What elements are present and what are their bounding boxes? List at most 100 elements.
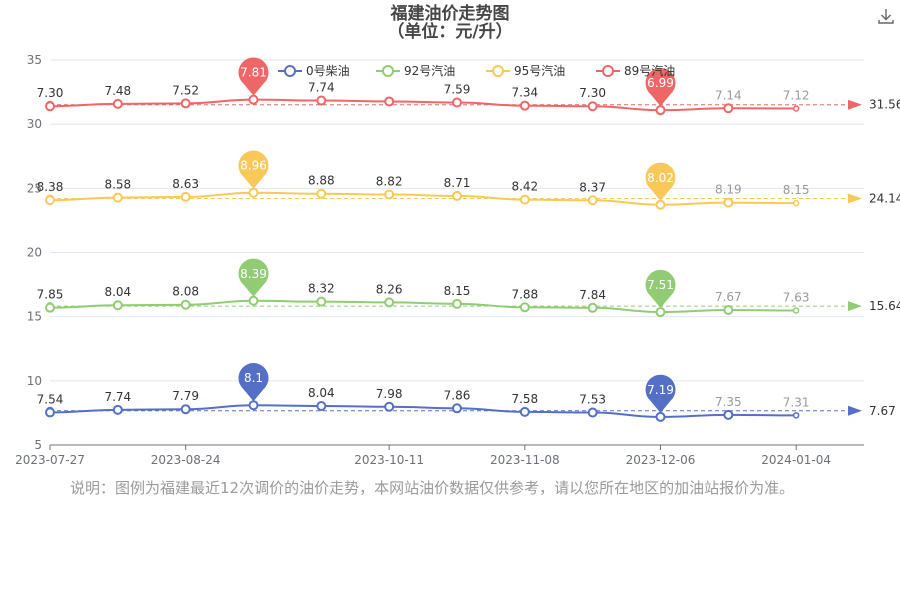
data-label: 7.31: [783, 395, 810, 409]
data-point[interactable]: [452, 97, 462, 108]
data-point[interactable]: [45, 101, 55, 112]
data-point[interactable]: [792, 199, 800, 207]
data-point[interactable]: [180, 191, 191, 202]
series-0: 7.67 7.54 7.74 7.79 8.04 7.98 7.86 7.58 7.53 7.35…: [37, 363, 896, 422]
legend-label: 92号汽油: [404, 63, 455, 78]
data-label: 8.19: [715, 183, 742, 197]
min-pin[interactable]: [645, 162, 676, 201]
data-point[interactable]: [519, 302, 530, 313]
data-label: 7.12: [783, 89, 810, 103]
data-point[interactable]: [248, 295, 259, 306]
x-tick-label: 2023-07-27: [15, 453, 85, 467]
data-point[interactable]: [316, 296, 327, 307]
series-line: [49, 98, 797, 112]
data-point[interactable]: [452, 190, 462, 201]
data-point[interactable]: [180, 404, 191, 415]
x-axis: 2023-07-27 2023-08-24 2023-10-11 2023-11-08…: [15, 444, 864, 467]
download-icon[interactable]: [876, 6, 896, 26]
data-point[interactable]: [316, 188, 327, 199]
data-point[interactable]: [112, 300, 123, 311]
data-label: 7.54: [37, 392, 64, 406]
data-point[interactable]: [180, 98, 191, 109]
data-point[interactable]: [723, 304, 734, 315]
data-point[interactable]: [587, 195, 598, 206]
data-label: 7.74: [104, 390, 131, 404]
grid-lines: [50, 59, 864, 382]
data-label: 7.85: [37, 288, 64, 302]
x-tick-label: 2023-10-11: [354, 453, 424, 467]
data-point[interactable]: [112, 404, 123, 415]
data-point[interactable]: [655, 411, 666, 422]
data-label: 7.14: [715, 88, 742, 102]
min-pin[interactable]: [645, 374, 676, 413]
data-point[interactable]: [723, 409, 734, 420]
y-tick-label: 10: [27, 374, 42, 388]
data-point[interactable]: [248, 187, 259, 198]
data-label: 8.42: [511, 180, 538, 194]
x-tick-label: 2023-12-06: [626, 453, 696, 467]
legend-item-1[interactable]: 92号汽油: [376, 63, 455, 78]
data-point[interactable]: [316, 400, 327, 411]
series-line: [49, 299, 797, 314]
min-pin[interactable]: [645, 67, 676, 107]
data-point[interactable]: [587, 407, 598, 418]
data-point[interactable]: [587, 101, 598, 112]
legend-marker: [284, 65, 296, 77]
data-label: 8.08: [172, 285, 199, 299]
data-label: 7.53: [579, 393, 606, 407]
data-label: 7.58: [511, 392, 538, 406]
data-point[interactable]: [792, 105, 800, 112]
average-label: 24.14: [869, 191, 900, 205]
data-label: 7.63: [783, 291, 810, 305]
average-label: 15.64: [869, 299, 900, 313]
legend-item-2[interactable]: 95号汽油: [486, 63, 565, 78]
data-point[interactable]: [655, 105, 666, 116]
data-point[interactable]: [112, 98, 123, 109]
data-point[interactable]: [45, 407, 55, 418]
data-point[interactable]: [452, 403, 462, 414]
data-point[interactable]: [792, 412, 800, 419]
data-label: 8.15: [444, 284, 471, 298]
data-point[interactable]: [655, 199, 666, 210]
average-label: 31.56: [869, 98, 900, 112]
data-point[interactable]: [384, 96, 395, 107]
data-point[interactable]: [45, 302, 55, 313]
min-pin[interactable]: [645, 269, 676, 309]
max-pin[interactable]: [238, 363, 269, 402]
data-point[interactable]: [655, 307, 666, 318]
data-point[interactable]: [792, 307, 800, 314]
data-point[interactable]: [519, 406, 530, 417]
data-point[interactable]: [519, 194, 530, 205]
data-point[interactable]: [248, 94, 259, 105]
data-point[interactable]: [384, 189, 395, 200]
legend-item-3[interactable]: 89号汽油: [596, 63, 675, 78]
data-label: 8.88: [308, 174, 335, 188]
data-label: 8.71: [444, 176, 471, 190]
series-2: 24.14 8.38 8.58 8.63 8.88 8.82 8.71 8.42 8.37 8.1…: [37, 150, 900, 210]
legend[interactable]: 0号柴油 92号汽油 95号汽油 89号汽油: [278, 63, 675, 78]
data-point[interactable]: [45, 195, 55, 206]
data-point[interactable]: [587, 302, 598, 313]
data-point[interactable]: [316, 95, 327, 106]
data-label: 7.84: [579, 288, 606, 302]
data-point[interactable]: [519, 100, 530, 111]
data-point[interactable]: [180, 299, 191, 310]
data-point[interactable]: [384, 297, 395, 308]
data-point[interactable]: [452, 298, 462, 309]
data-label: 8.58: [104, 178, 131, 192]
data-point[interactable]: [248, 400, 259, 411]
data-point[interactable]: [723, 197, 734, 208]
data-point[interactable]: [112, 192, 123, 203]
chart-note: 说明：图例为福建最近12次调价的油价走势，本网站油价数据仅供参考，请以您所在地区…: [70, 479, 795, 497]
max-pin[interactable]: [238, 150, 269, 189]
data-point[interactable]: [384, 401, 395, 412]
data-label: 7.30: [579, 86, 606, 100]
data-label: 8.37: [579, 180, 606, 194]
data-label: 8.04: [104, 285, 131, 299]
chart-title: 福建油价走势图: [390, 4, 510, 24]
max-pin[interactable]: [238, 57, 269, 96]
legend-item-0[interactable]: 0号柴油: [278, 64, 350, 78]
max-pin[interactable]: [238, 258, 269, 297]
data-point[interactable]: [723, 103, 734, 114]
